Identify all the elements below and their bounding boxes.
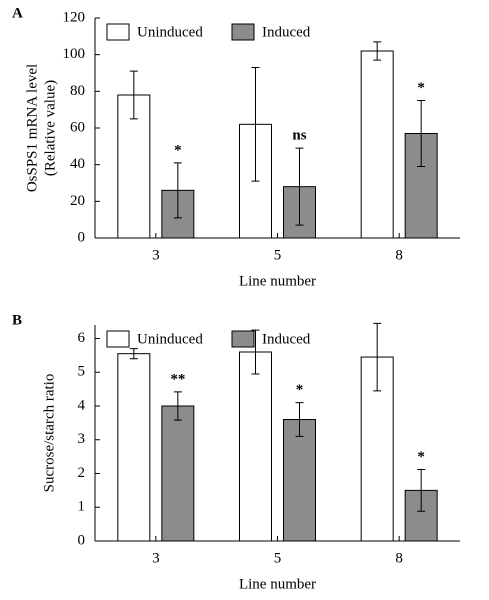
- x-tick-label: 3: [152, 550, 160, 566]
- y-tick-label: 0: [78, 532, 86, 548]
- y-tick-label: 100: [63, 46, 86, 62]
- x-tick-label: 3: [152, 247, 160, 263]
- y-tick-label: 80: [70, 83, 85, 99]
- y-tick-label: 2: [78, 465, 86, 481]
- bar: [117, 353, 151, 542]
- x-tick-label: 8: [395, 247, 403, 263]
- y-tick-label: 0: [78, 229, 86, 245]
- y-tick-label: 3: [78, 431, 86, 447]
- error-bar: [251, 329, 260, 375]
- x-tick-label: 8: [395, 550, 403, 566]
- annotation: *: [417, 80, 425, 96]
- annotation: *: [417, 449, 425, 465]
- x-axis-label: Line number: [239, 576, 316, 592]
- bar: [239, 351, 272, 542]
- annotation: *: [174, 142, 182, 158]
- y-axis-label: (Relative value): [42, 80, 58, 176]
- x-tick-label: 5: [274, 247, 282, 263]
- error-bar: [295, 402, 304, 437]
- error-bar: [251, 67, 260, 182]
- y-tick-label: 20: [70, 193, 85, 209]
- y-tick-label: 40: [70, 156, 85, 172]
- error-bar: [129, 70, 138, 120]
- legend-label: Induced: [262, 331, 311, 347]
- y-tick-label: 6: [78, 330, 86, 346]
- y-axis-label: OsSPS1 mRNA level: [24, 64, 40, 192]
- y-tick-label: 5: [78, 364, 86, 380]
- legend-swatch: [231, 330, 255, 348]
- legend-swatch: [106, 330, 130, 348]
- error-bar: [417, 468, 426, 512]
- y-axis-label: Sucrose/starch ratio: [41, 374, 57, 493]
- error-bar: [373, 322, 382, 392]
- legend-label: Uninduced: [137, 331, 203, 347]
- x-tick-label: 5: [274, 550, 282, 566]
- legend-swatch: [231, 23, 255, 41]
- y-tick-label: 120: [63, 9, 86, 25]
- y-tick-label: 1: [78, 499, 86, 515]
- error-bar: [373, 41, 382, 61]
- x-axis-label: Line number: [239, 273, 316, 289]
- panel-label: A: [12, 5, 23, 21]
- error-bar: [417, 100, 426, 167]
- annotation: *: [296, 382, 304, 398]
- panel-label: B: [12, 312, 22, 328]
- y-tick-label: 60: [70, 119, 85, 135]
- legend-swatch: [106, 23, 130, 41]
- legend-label: Induced: [262, 24, 311, 40]
- annotation: ns: [292, 128, 306, 144]
- error-bar: [173, 391, 182, 421]
- bar: [161, 405, 195, 542]
- y-tick-label: 4: [78, 397, 86, 413]
- error-bar: [173, 162, 182, 219]
- legend-label: Uninduced: [137, 24, 203, 40]
- bar: [283, 419, 316, 542]
- error-bar: [295, 147, 304, 226]
- annotation: **: [170, 371, 185, 387]
- bar: [360, 50, 394, 239]
- error-bar: [129, 348, 138, 360]
